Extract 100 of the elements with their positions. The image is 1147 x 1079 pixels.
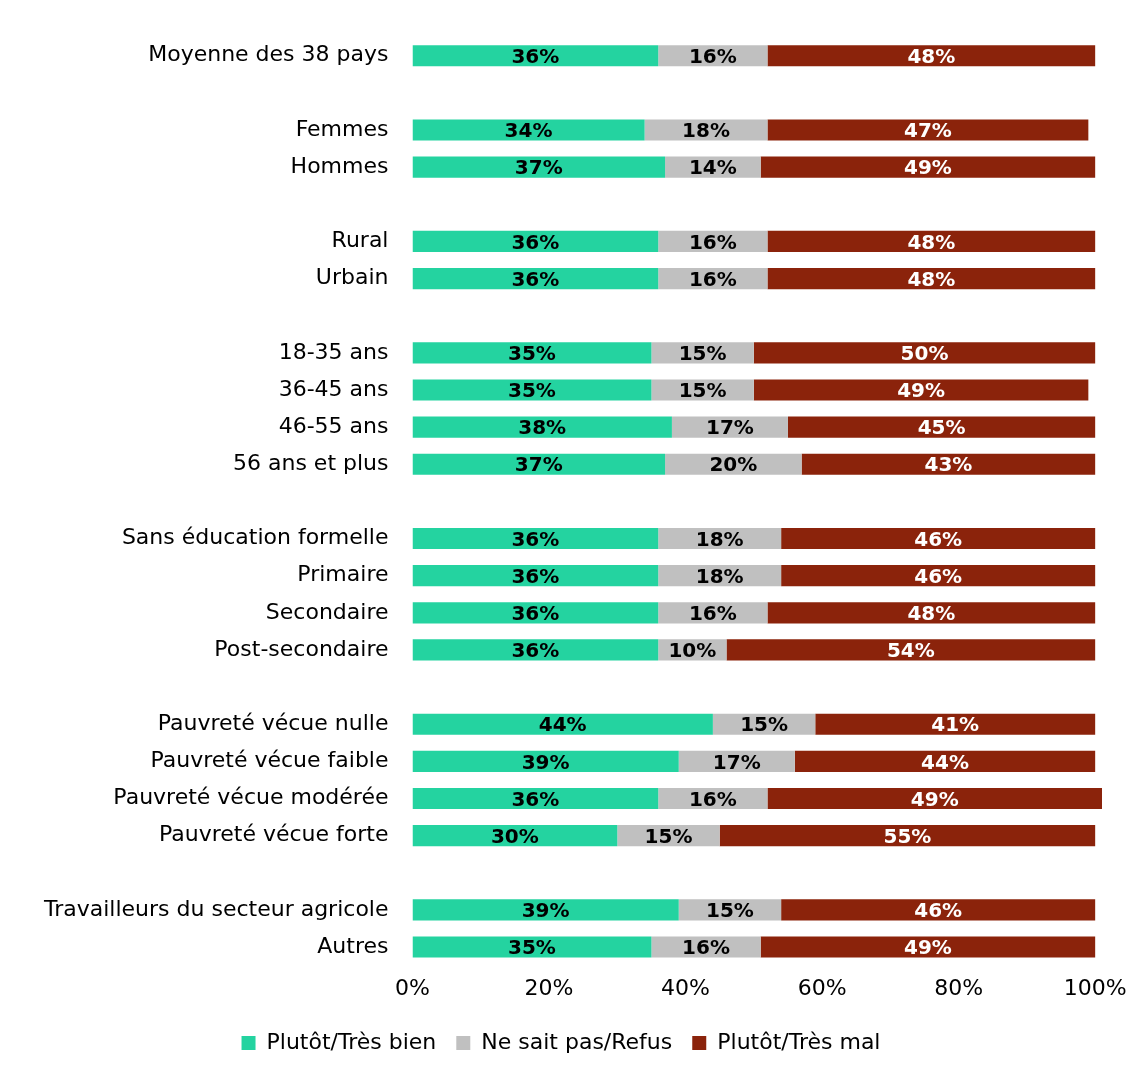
data-label: 37% <box>514 155 563 180</box>
bar <box>767 119 1089 141</box>
bar <box>412 379 652 401</box>
y-tick-label: Pauvreté vécue nulle <box>157 709 389 735</box>
data-label: 49% <box>903 935 952 960</box>
data-label: 50% <box>900 341 949 366</box>
y-tick-label: Hommes <box>290 152 389 178</box>
data-label: 15% <box>678 341 727 366</box>
data-label: 17% <box>706 415 754 440</box>
data-label: 35% <box>508 378 556 403</box>
data-label: 16% <box>688 601 737 626</box>
bar <box>767 230 1096 253</box>
data-label: 36% <box>511 43 560 68</box>
data-label: 49% <box>897 378 946 403</box>
bar <box>412 45 659 67</box>
bar <box>412 565 659 587</box>
data-label: 48% <box>907 601 956 626</box>
data-label: 47% <box>903 118 952 143</box>
y-tick-label: Post-secondaire <box>214 635 389 661</box>
data-label: 16% <box>688 229 737 254</box>
data-label: 36% <box>511 638 560 663</box>
bar <box>781 527 1096 550</box>
bar <box>412 230 659 253</box>
x-tick-label: 20% <box>524 974 574 1000</box>
bar <box>412 342 652 364</box>
x-tick-label: 100% <box>1063 974 1127 1000</box>
bar <box>726 639 1096 661</box>
y-tick-label: Pauvreté vécue modérée <box>113 784 389 810</box>
data-label: 18% <box>695 526 744 551</box>
bar <box>412 750 679 772</box>
y-tick-label: 36-45 ans <box>278 375 389 401</box>
bar <box>787 416 1096 438</box>
bar <box>781 565 1096 587</box>
y-tick-label: 18-35 ans <box>278 338 389 364</box>
data-label: 49% <box>903 155 952 180</box>
data-label: 39% <box>521 898 570 923</box>
bar <box>760 156 1096 178</box>
data-label: 35% <box>508 935 556 960</box>
y-tick-label: Sans éducation formelle <box>121 524 389 550</box>
data-label: 44% <box>921 749 969 774</box>
bar <box>412 602 659 624</box>
data-label: 48% <box>907 43 956 68</box>
data-label: 15% <box>678 378 727 403</box>
data-label: 20% <box>709 452 758 477</box>
data-label: 36% <box>511 266 560 291</box>
legend-label: Plutôt/Très bien <box>266 1028 437 1054</box>
x-tick-label: 40% <box>661 974 711 1000</box>
bar <box>412 899 679 921</box>
data-label: 54% <box>886 638 935 663</box>
bar <box>794 750 1096 772</box>
data-label: 46% <box>914 898 963 923</box>
data-label: 30% <box>490 823 539 848</box>
data-label: 35% <box>508 341 556 366</box>
y-tick-label: Femmes <box>295 115 389 141</box>
data-label: 14% <box>688 155 737 180</box>
data-label: 15% <box>706 898 754 923</box>
bar <box>412 787 659 810</box>
y-tick-label: Moyenne des 38 pays <box>148 41 389 67</box>
bar <box>760 936 1096 958</box>
data-label: 46% <box>914 526 963 551</box>
data-label: 36% <box>511 786 560 811</box>
data-label: 36% <box>511 526 560 551</box>
data-label: 36% <box>511 229 560 254</box>
x-tick-label: 80% <box>934 974 984 1000</box>
bar <box>767 787 1102 810</box>
bar <box>781 899 1096 921</box>
data-label: 39% <box>521 749 570 774</box>
bar <box>412 639 659 661</box>
x-tick-label: 60% <box>797 974 847 1000</box>
data-label: 16% <box>688 786 737 811</box>
bar <box>412 527 659 550</box>
bar <box>412 268 659 290</box>
bar <box>412 119 645 141</box>
bar <box>412 416 672 438</box>
bar <box>719 825 1096 847</box>
bar <box>412 156 666 178</box>
bar <box>767 268 1096 290</box>
data-label: 17% <box>712 749 761 774</box>
legend-label: Ne sait pas/Refus <box>481 1028 673 1054</box>
data-label: 36% <box>511 601 560 626</box>
data-label: 55% <box>883 823 932 848</box>
data-label: 36% <box>511 563 560 588</box>
data-label: 38% <box>518 415 567 440</box>
data-label: 34% <box>504 118 553 143</box>
data-label: 16% <box>688 43 737 68</box>
data-label: 41% <box>931 712 980 737</box>
y-tick-label: Pauvreté vécue faible <box>150 747 389 773</box>
y-tick-label: 46-55 ans <box>278 412 389 438</box>
data-label: 18% <box>682 118 730 143</box>
bar <box>753 342 1096 364</box>
data-label: 16% <box>688 266 737 291</box>
data-label: 43% <box>924 452 973 477</box>
y-tick-label: Primaire <box>297 561 389 587</box>
data-label: 15% <box>740 712 789 737</box>
y-tick-label: Travailleurs du secteur agricole <box>42 895 389 921</box>
bar <box>767 45 1096 67</box>
data-label: 37% <box>514 452 563 477</box>
bar <box>412 453 666 475</box>
data-label: 45% <box>917 415 966 440</box>
bar <box>753 379 1089 401</box>
